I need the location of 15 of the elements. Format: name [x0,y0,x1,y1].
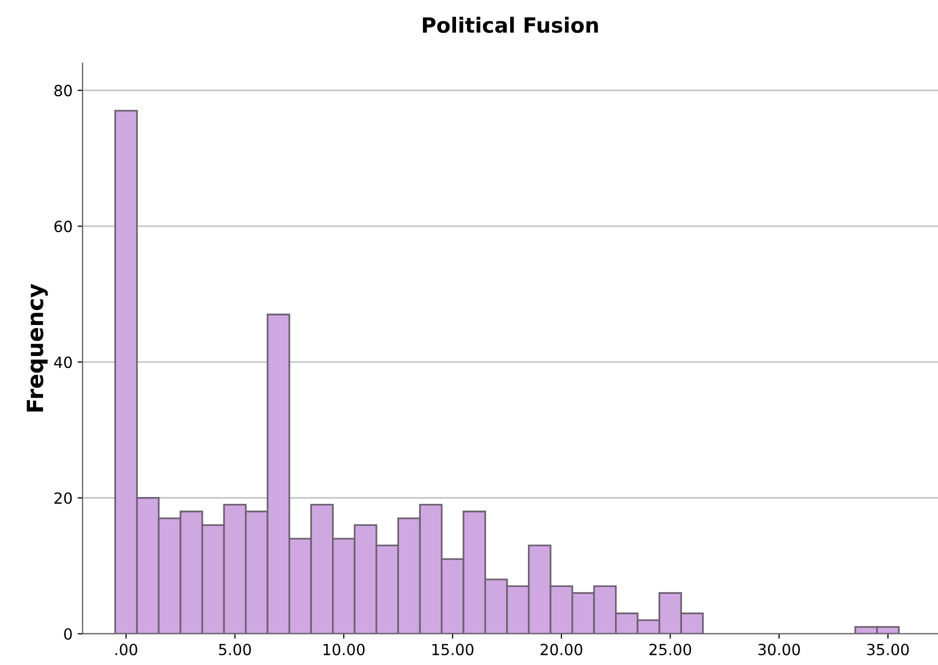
y-tick-label: 0 [64,628,72,640]
x-tick-label: 5.00 [219,644,251,656]
x-tick-label: 30.00 [758,644,800,656]
x-tick-label: 35.00 [867,644,909,656]
y-tick-label: 60 [54,220,72,232]
x-tick-label: 10.00 [324,644,365,656]
y-axis-title: Frequency [26,284,48,412]
x-tick-label: 25.00 [650,644,692,656]
y-tick-label: 40 [54,356,72,368]
x-tick-label: 20.00 [540,644,582,656]
x-tick-label: 15.00 [432,644,474,656]
y-tick-label: 80 [54,84,72,96]
y-tick-label: 20 [54,492,72,504]
x-tick-label: .00 [116,644,138,656]
chart-title: Political Fusion [422,16,598,33]
